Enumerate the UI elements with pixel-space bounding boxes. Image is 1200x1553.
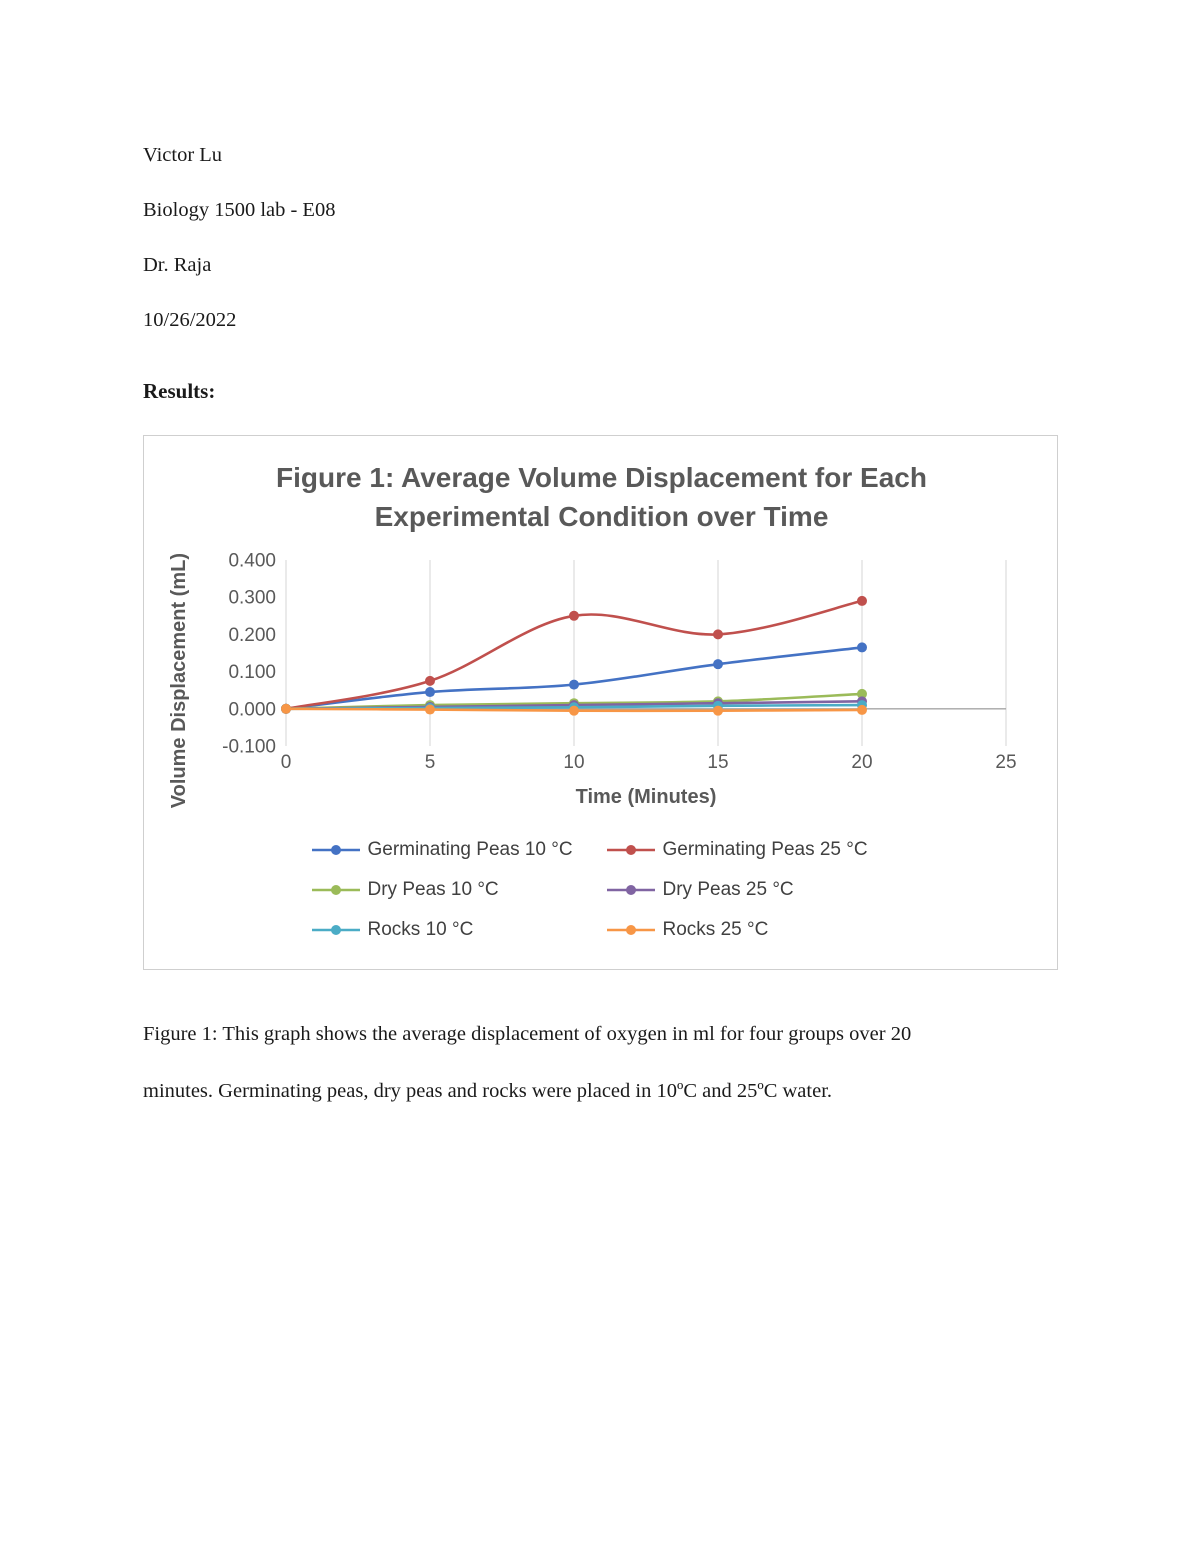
y-tick-label: 0.400 [228, 552, 276, 572]
x-tick-label: 5 [425, 752, 436, 773]
data-point [857, 642, 867, 653]
document-page: Victor Lu Biology 1500 lab - E08 Dr. Raj… [143, 144, 1060, 1119]
data-point [569, 611, 579, 622]
x-tick-label: 15 [707, 752, 728, 773]
caption-line2: minutes. Germinating peas, dry peas and … [143, 1079, 833, 1102]
author-line: Victor Lu [143, 144, 223, 166]
legend-item-1: Germinating Peas 25 °C [606, 839, 892, 861]
data-point [713, 706, 723, 717]
legend-label: Rocks 25 °C [662, 919, 769, 941]
data-point [857, 596, 867, 607]
y-tick-label: 0.300 [228, 588, 276, 609]
data-point [713, 659, 723, 670]
x-tick-label: 10 [563, 752, 584, 773]
y-tick-label: 0.000 [228, 700, 276, 721]
x-axis-title: Time (Minutes) [575, 786, 717, 809]
chart-legend: Germinating Peas 10 °C Germinating Peas 2… [311, 839, 892, 941]
data-point [569, 706, 579, 717]
legend-item-0: Germinating Peas 10 °C [311, 839, 597, 861]
legend-item-3: Dry Peas 25 °C [606, 879, 892, 901]
date-line: 10/26/2022 [143, 309, 237, 331]
legend-marker-icon [606, 885, 655, 896]
legend-marker-icon [311, 885, 360, 896]
caption-line1: Figure 1: This graph shows the average d… [143, 1023, 912, 1046]
y-tick-label: 0.200 [228, 625, 276, 646]
figure-caption: Figure 1: This graph shows the average d… [143, 1006, 1060, 1119]
legend-marker-icon [311, 925, 360, 936]
legend-label: Germinating Peas 25 °C [662, 839, 868, 861]
data-point [425, 676, 435, 687]
chart-title-line1: Figure 1: Average Volume Displacement fo… [276, 462, 927, 493]
legend-marker-icon [606, 925, 655, 936]
instructor-line: Dr. Raja [143, 254, 212, 276]
legend-marker-icon [311, 845, 360, 856]
data-point [857, 689, 867, 700]
chart-body: Volume Displacement (mL) 0.400 0.300 0.200… [156, 552, 1047, 809]
chart-title: Figure 1: Average Volume Displacement fo… [156, 458, 1047, 536]
chart-frame: Figure 1: Average Volume Displacement fo… [143, 435, 1058, 971]
data-point [425, 704, 435, 715]
legend-label: Rocks 10 °C [367, 919, 474, 941]
y-tick-label: -0.100 [222, 737, 276, 758]
legend-item-2: Dry Peas 10 °C [311, 879, 597, 901]
data-point [713, 629, 723, 640]
data-point [281, 704, 291, 715]
legend-label: Dry Peas 25 °C [662, 879, 794, 901]
chart-title-line2: Experimental Condition over Time [374, 501, 829, 533]
results-heading: Results: [143, 379, 216, 403]
data-point [425, 687, 435, 698]
y-tick-label: 0.100 [228, 662, 276, 683]
course-line: Biology 1500 lab - E08 [143, 199, 336, 221]
data-point [569, 679, 579, 690]
x-tick-label: 25 [995, 752, 1016, 773]
legend-marker-icon [606, 845, 655, 856]
data-point [857, 705, 867, 716]
legend-label: Germinating Peas 10 °C [367, 839, 573, 861]
legend-label: Dry Peas 10 °C [367, 879, 499, 901]
legend-item-5: Rocks 25 °C [606, 919, 892, 941]
y-axis-title: Volume Displacement (mL) [167, 553, 190, 809]
x-tick-label: 20 [851, 752, 872, 773]
x-tick-label: 0 [281, 752, 292, 773]
legend-item-4: Rocks 10 °C [311, 919, 597, 941]
plot-column: 0.400 0.300 0.200 0.100 0.000 -0.100 0 5 10 15 20 2… [202, 552, 1047, 809]
